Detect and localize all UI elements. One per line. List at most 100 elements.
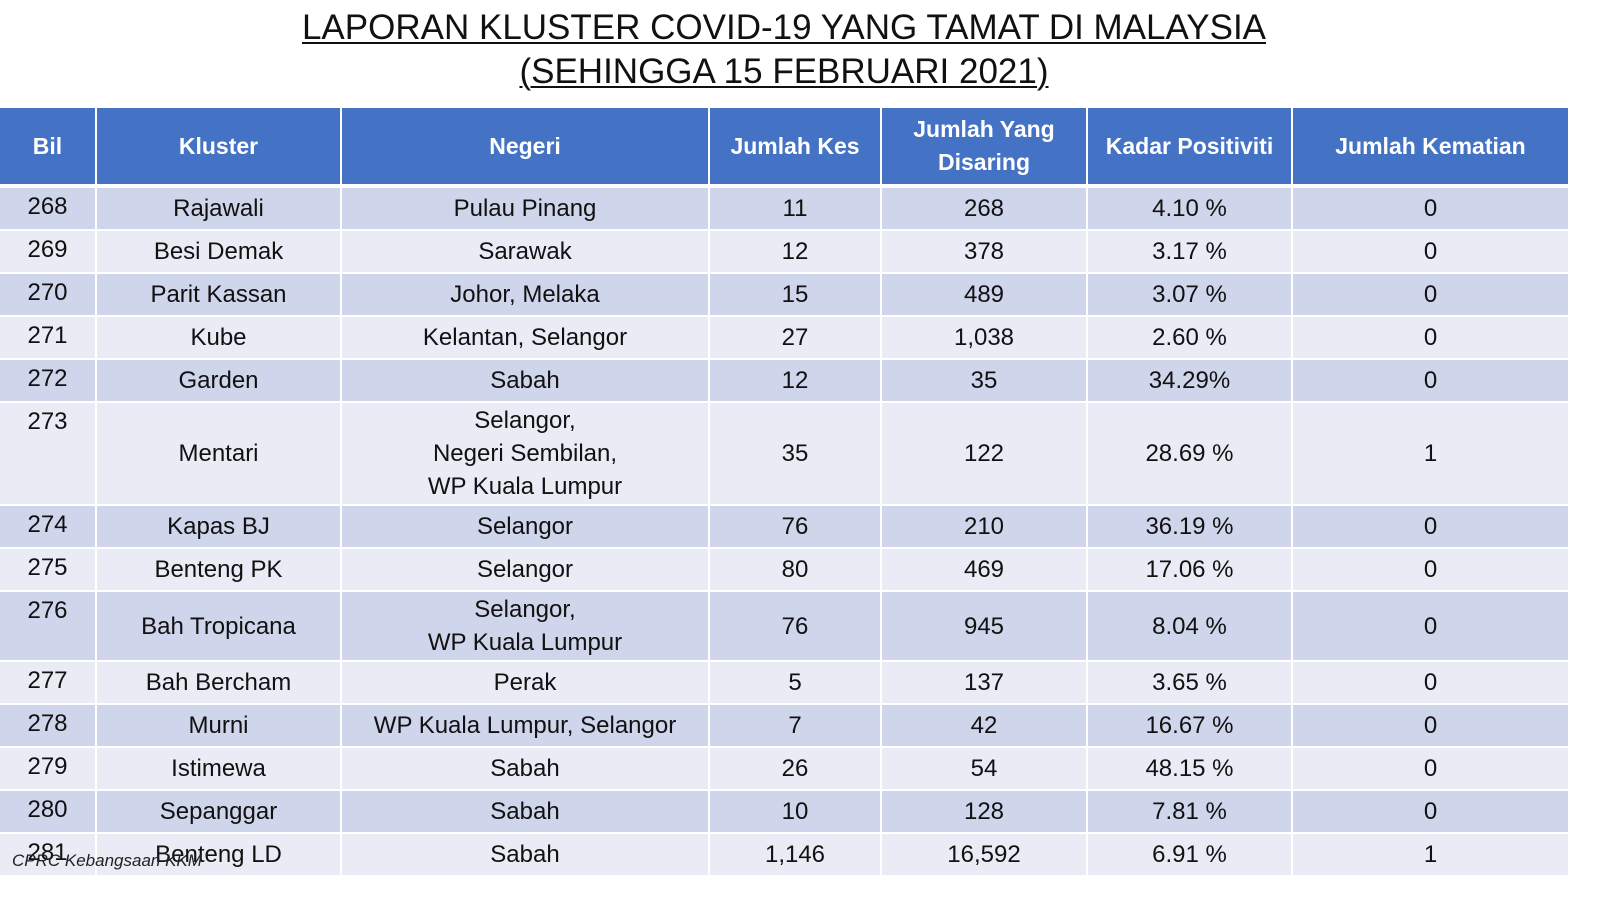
negeri-line: Selangor: [476, 556, 574, 583]
table-row: 281 Benteng LD Sabah 1,146 16,592 6.91 % 1: [0, 833, 1568, 877]
cell-jumlah-kematian: 0: [1292, 790, 1568, 834]
cell-jumlah-disaring: 122: [881, 402, 1088, 506]
negeri-line: Kelantan, Selangor: [422, 324, 628, 351]
negeri-line: WP Kuala Lumpur, Selangor: [373, 712, 677, 739]
cell-negeri: Sabah: [341, 747, 710, 791]
cell-jumlah-disaring: 469: [881, 548, 1088, 592]
header-kadar-positiviti: Kadar Positiviti: [1087, 108, 1293, 188]
cell-jumlah-kematian: 0: [1292, 273, 1568, 317]
cell-kadar-positiviti: 3.65 %: [1087, 661, 1293, 705]
cell-jumlah-kematian: 1: [1292, 402, 1568, 506]
cell-kluster: Mentari: [96, 402, 342, 506]
table-row: 273 Mentari Selangor, Negeri Sembilan, WP Ku…: [0, 402, 1568, 506]
cell-jumlah-kematian: 0: [1292, 316, 1568, 360]
cell-jumlah-kes: 27: [709, 316, 882, 360]
cluster-table: Bil Kluster Negeri Jumlah Kes Jumlah Yan…: [0, 108, 1568, 877]
cell-jumlah-kematian: 0: [1292, 591, 1568, 662]
table-row: 272 Garden Sabah 12 35 34.29% 0: [0, 359, 1568, 403]
cell-kadar-positiviti: 6.91 %: [1087, 833, 1293, 877]
cell-negeri: Johor, Melaka: [341, 273, 710, 317]
cell-bil: 268: [0, 186, 97, 231]
cell-kadar-positiviti: 36.19 %: [1087, 505, 1293, 549]
header-negeri: Negeri: [341, 108, 710, 188]
table-row: 271 Kube Kelantan, Selangor 27 1,038 2.60 % 0: [0, 316, 1568, 360]
negeri-line: Sarawak: [478, 238, 572, 265]
cell-bil: 278: [0, 704, 97, 748]
cell-bil: 281: [0, 833, 97, 877]
report-title: LAPORAN KLUSTER COVID-19 YANG TAMAT DI M…: [0, 6, 1568, 94]
cell-negeri: Pulau Pinang: [341, 186, 710, 231]
cell-kadar-positiviti: 2.60 %: [1087, 316, 1293, 360]
cell-kadar-positiviti: 17.06 %: [1087, 548, 1293, 592]
cell-jumlah-kes: 12: [709, 230, 882, 274]
cell-jumlah-kes: 35: [709, 402, 882, 506]
cell-kadar-positiviti: 3.07 %: [1087, 273, 1293, 317]
cell-kluster: Bah Bercham: [96, 661, 342, 705]
cell-negeri: Sarawak: [341, 230, 710, 274]
header-kluster: Kluster: [96, 108, 342, 188]
cell-jumlah-disaring: 16,592: [881, 833, 1088, 877]
negeri-line: WP Kuala Lumpur: [427, 629, 623, 656]
cell-jumlah-disaring: 945: [881, 591, 1088, 662]
title-line-1: LAPORAN KLUSTER COVID-19 YANG TAMAT DI M…: [301, 8, 1267, 47]
table-row: 269 Besi Demak Sarawak 12 378 3.17 % 0: [0, 230, 1568, 274]
cell-kadar-positiviti: 4.10 %: [1087, 186, 1293, 231]
table-row: 276 Bah Tropicana Selangor, WP Kuala Lumpur…: [0, 591, 1568, 662]
table-row: 277 Bah Bercham Perak 5 137 3.65 % 0: [0, 661, 1568, 705]
cell-jumlah-kematian: 0: [1292, 661, 1568, 705]
title-line-2: (SEHINGGA 15 FEBRUARI 2021): [519, 52, 1049, 91]
cell-kluster: Garden: [96, 359, 342, 403]
negeri-line: Selangor: [476, 513, 574, 540]
cell-bil: 279: [0, 747, 97, 791]
negeri-line: WP Kuala Lumpur: [427, 473, 623, 500]
cell-jumlah-kes: 80: [709, 548, 882, 592]
cell-bil: 273: [0, 402, 97, 506]
cell-jumlah-disaring: 268: [881, 186, 1088, 231]
cell-bil: 275: [0, 548, 97, 592]
cell-jumlah-kematian: 0: [1292, 359, 1568, 403]
cell-jumlah-disaring: 128: [881, 790, 1088, 834]
cell-kadar-positiviti: 8.04 %: [1087, 591, 1293, 662]
negeri-line: Negeri Sembilan,: [432, 440, 618, 467]
negeri-line: Sabah: [490, 798, 560, 825]
cell-kluster: Kube: [96, 316, 342, 360]
cell-kadar-positiviti: 48.15 %: [1087, 747, 1293, 791]
cell-jumlah-kes: 5: [709, 661, 882, 705]
cell-bil: 274: [0, 505, 97, 549]
table-row: 274 Kapas BJ Selangor 76 210 36.19 % 0: [0, 505, 1568, 549]
negeri-line: Sabah: [490, 755, 560, 782]
cell-kluster: Besi Demak: [96, 230, 342, 274]
cell-bil: 272: [0, 359, 97, 403]
cell-jumlah-disaring: 378: [881, 230, 1088, 274]
table-row: 278 Murni WP Kuala Lumpur, Selangor 7 42 16.6…: [0, 704, 1568, 748]
table-row: 275 Benteng PK Selangor 80 469 17.06 % 0: [0, 548, 1568, 592]
cell-jumlah-disaring: 35: [881, 359, 1088, 403]
cell-jumlah-kematian: 0: [1292, 230, 1568, 274]
negeri-line: Sabah: [490, 367, 560, 394]
cell-jumlah-kematian: 1: [1292, 833, 1568, 877]
cell-jumlah-kes: 26: [709, 747, 882, 791]
cell-jumlah-kes: 11: [709, 186, 882, 231]
cell-jumlah-kes: 12: [709, 359, 882, 403]
negeri-line: Selangor,: [474, 596, 576, 623]
cell-kluster: Bah Tropicana: [96, 591, 342, 662]
cell-bil: 271: [0, 316, 97, 360]
negeri-line: Pulau Pinang: [453, 195, 597, 222]
cell-negeri: Selangor: [341, 505, 710, 549]
cell-bil: 277: [0, 661, 97, 705]
cell-jumlah-kes: 76: [709, 505, 882, 549]
cell-jumlah-kes: 10: [709, 790, 882, 834]
table-body: 268 Rajawali Pulau Pinang 11 268 4.10 % 0 269 Be…: [0, 186, 1568, 877]
cell-jumlah-kematian: 0: [1292, 548, 1568, 592]
cell-bil: 270: [0, 273, 97, 317]
cell-jumlah-disaring: 1,038: [881, 316, 1088, 360]
cell-jumlah-disaring: 42: [881, 704, 1088, 748]
cell-kadar-positiviti: 28.69 %: [1087, 402, 1293, 506]
cell-kluster: Istimewa: [96, 747, 342, 791]
cell-jumlah-disaring: 137: [881, 661, 1088, 705]
cell-bil: 276: [0, 591, 97, 662]
cell-negeri: Kelantan, Selangor: [341, 316, 710, 360]
cell-kluster: Kapas BJ: [96, 505, 342, 549]
table-row: 280 Sepanggar Sabah 10 128 7.81 % 0: [0, 790, 1568, 834]
source-footer: CPRC Kebangsaan KKM: [12, 851, 202, 870]
